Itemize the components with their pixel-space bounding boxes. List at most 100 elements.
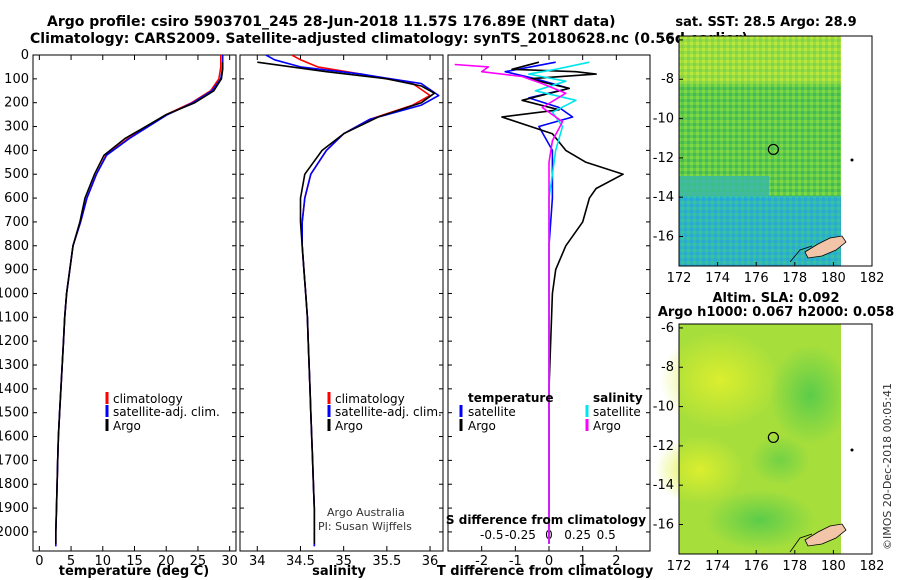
- top-tick-label: 0.5: [597, 528, 616, 542]
- map-y-tick-label: -16: [653, 518, 674, 533]
- series-line-temperature-satellite: [504, 61, 574, 544]
- y-tick-label: 1900: [0, 501, 29, 516]
- y-tick-label: 1300: [0, 358, 29, 373]
- map-x-tick-label: 172: [667, 559, 692, 574]
- salinity-panel: 34 34.5 35 35.5 36 salinity climatology sate…: [239, 54, 444, 579]
- map-x-tick-label: 178: [782, 559, 807, 574]
- sla-low-anomaly: [750, 435, 810, 485]
- x-tick-label: 25: [190, 554, 207, 569]
- series-line-salinity-argo: [454, 63, 567, 544]
- x-tick-label: 2: [612, 554, 620, 569]
- sst-map-title: sat. SST: 28.5 Argo: 28.9: [675, 15, 856, 30]
- difference-panel: -2 -1 0 1 2 -0.5 -0.25 0 0.25 0.5 T difference f…: [437, 54, 654, 579]
- x-tick-label: 1: [579, 554, 587, 569]
- difference-legend: temperature satellite Argo salinity sate…: [459, 391, 643, 433]
- sla-map-frame: [678, 323, 873, 555]
- y-tick-label: 200: [4, 96, 29, 111]
- credit-pi: PI: Susan Wijffels: [318, 520, 412, 533]
- x-tick-label: 5: [67, 554, 75, 569]
- sst-cold-tongue: [679, 176, 769, 200]
- sla-high-anomaly: [660, 330, 780, 430]
- sla-low-anomaly: [705, 490, 815, 550]
- fiji-island-shape: [804, 235, 847, 259]
- x-tick-label: 0: [545, 554, 553, 569]
- y-tick-label: 1400: [0, 382, 29, 397]
- temperature-legend: climatology satellite-adj. clim. Argo: [105, 392, 220, 433]
- y-tick-label: 1200: [0, 334, 29, 349]
- sst-warm-band: [679, 36, 841, 84]
- x-tick-label: 15: [126, 554, 143, 569]
- top-tick-label: -0.5: [480, 528, 503, 542]
- map-x-tick-label: 174: [705, 271, 730, 286]
- map-y-tick-label: -10: [653, 112, 674, 127]
- credit-org: Argo Australia: [327, 506, 405, 519]
- y-tick-label: 100: [4, 72, 29, 87]
- sst-no-data-strip: [841, 36, 872, 266]
- sla-low-anomaly: [770, 345, 850, 445]
- argo-float-marker: [767, 431, 779, 444]
- y-tick-label: 1500: [0, 406, 29, 421]
- map-y-tick-label: -10: [653, 400, 674, 415]
- map-y-tick-label: -6: [661, 321, 674, 336]
- series-line-satellite-adj-clim-: [55, 55, 224, 547]
- y-tick-label: 900: [4, 263, 29, 278]
- salinity-legend: climatology satellite-adj. clim. Argo: [327, 392, 442, 433]
- map-y-tick-label: -16: [653, 230, 674, 245]
- map-x-tick-label: 172: [667, 271, 692, 286]
- sla-map-panel: Altim. SLA: 0.092 Argo h1000: 0.067 h200…: [653, 291, 894, 574]
- figure-title-line2: Climatology: CARS2009. Satellite-adjuste…: [30, 31, 748, 47]
- imos-watermark: ©IMOS 20-Dec-2018 00:05:41: [881, 383, 894, 550]
- legend-satellite-label: satellite-adj. clim.: [335, 405, 442, 419]
- map-x-tick-label: 180: [821, 271, 846, 286]
- legend-temp-satellite-label: satellite: [468, 405, 516, 419]
- map-x-tick-label: 174: [705, 559, 730, 574]
- fiji-island-shape: [804, 523, 847, 547]
- difference-top-axis-label: S difference from climatology: [446, 513, 646, 527]
- sst-map-frame: [678, 35, 873, 267]
- y-tick-label: 300: [4, 120, 29, 135]
- legend-temperature-heading: temperature: [468, 391, 553, 405]
- y-tick-label: 1000: [0, 286, 29, 301]
- map-y-tick-label: -14: [653, 478, 674, 493]
- sst-map-panel: sat. SST: 28.5 Argo: 28.9 172 174 176 178 18…: [653, 15, 885, 286]
- coastline-contour: [789, 533, 813, 553]
- map-x-tick-label: 182: [860, 559, 885, 574]
- y-tick-label: 800: [4, 239, 29, 254]
- legend-sal-satellite-label: satellite: [593, 405, 641, 419]
- series-line-climatology: [55, 55, 222, 547]
- sla-no-data-strip: [841, 324, 872, 554]
- x-tick-label: -2: [475, 554, 488, 569]
- y-tick-label: 600: [4, 191, 29, 206]
- legend-temp-argo-label: Argo: [468, 419, 496, 433]
- map-y-tick-label: -6: [661, 33, 674, 48]
- sla-high-anomaly: [655, 435, 745, 505]
- x-tick-label: -1: [509, 554, 522, 569]
- map-x-tick-label: 178: [782, 271, 807, 286]
- temperature-axes-frame: [32, 54, 237, 552]
- figure-title-line1: Argo profile: csiro 5903701_245 28-Jun-2…: [47, 14, 616, 30]
- map-x-tick-label: 182: [860, 271, 885, 286]
- x-tick-label: 30: [221, 554, 238, 569]
- map-y-tick-label: -8: [661, 360, 674, 375]
- x-tick-label: 36: [422, 554, 439, 569]
- y-tick-label: 1600: [0, 430, 29, 445]
- x-tick-label: 34: [249, 554, 266, 569]
- sla-map-subtitle: Argo h1000: 0.067 h2000: 0.058: [658, 305, 894, 320]
- x-tick-label: 34.5: [286, 554, 315, 569]
- x-tick-label: 35: [335, 554, 352, 569]
- y-tick-label: 1800: [0, 477, 29, 492]
- x-tick-label: 20: [158, 554, 175, 569]
- small-island-marker: [850, 158, 854, 162]
- y-tick-label: 500: [4, 167, 29, 182]
- x-tick-label: 35.5: [372, 554, 401, 569]
- temperature-panel: 0100200300400500600700800900100011001200…: [0, 48, 238, 579]
- salinity-xlabel: salinity: [312, 564, 366, 579]
- y-tick-label: 2000: [0, 525, 29, 540]
- y-tick-label: 1700: [0, 453, 29, 468]
- y-tick-label: 400: [4, 143, 29, 158]
- map-y-tick-label: -8: [661, 72, 674, 87]
- series-line-argo: [55, 62, 224, 544]
- map-y-tick-label: -12: [653, 439, 674, 454]
- difference-xlabel: T difference from climatology: [437, 564, 654, 579]
